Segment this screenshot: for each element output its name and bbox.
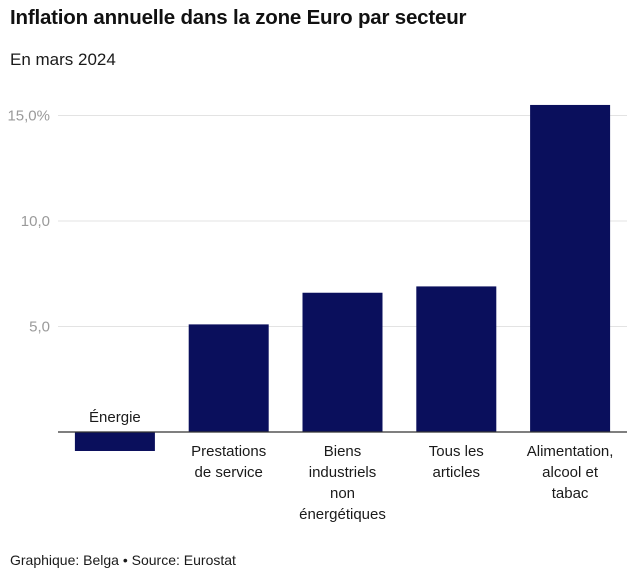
category-label: Tous les: [429, 443, 484, 460]
bar: [302, 292, 383, 432]
category-label: énergétiques: [299, 506, 386, 523]
chart-title: Inflation annuelle dans la zone Euro par…: [10, 6, 467, 29]
y-tick-label: 10,0: [21, 213, 50, 230]
category-label: industriels: [309, 464, 377, 481]
category-label: non: [330, 485, 355, 502]
category-label: alcool et: [542, 464, 599, 481]
category-label: articles: [433, 464, 481, 481]
bar: [416, 286, 497, 432]
category-label: tabac: [552, 485, 589, 502]
chart-subtitle: En mars 2024: [10, 50, 116, 69]
category-label: de service: [195, 464, 263, 481]
bar: [188, 324, 269, 432]
bar: [530, 104, 611, 432]
source-credit: Graphique: Belga • Source: Eurostat: [10, 552, 236, 568]
category-label: Biens: [324, 443, 362, 460]
category-label: Énergie: [89, 409, 141, 426]
category-label: Prestations: [191, 443, 266, 460]
y-tick-label: 5,0: [29, 319, 50, 336]
y-tick-label: 15,0%: [7, 108, 50, 125]
category-label: Alimentation,: [527, 443, 614, 460]
bar: [74, 432, 155, 451]
